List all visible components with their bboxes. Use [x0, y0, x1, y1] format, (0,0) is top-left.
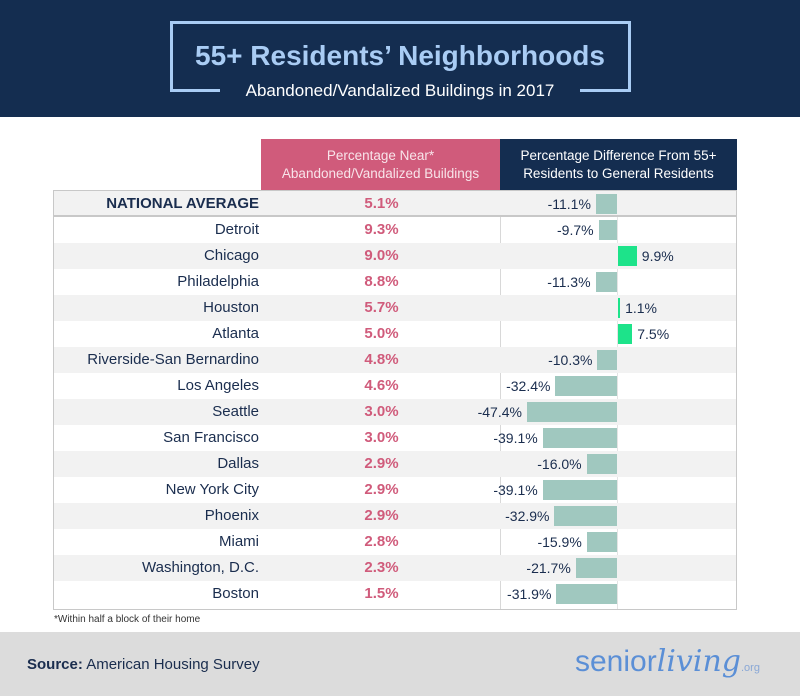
diff-label: -47.4% [477, 404, 522, 420]
diff-label: -10.3% [548, 352, 593, 368]
logo-senior: senior [575, 645, 657, 678]
table-row: Atlanta 5.0% 7.5% [54, 321, 736, 347]
row-percentage: 5.1% [364, 195, 399, 212]
table-row: Phoenix 2.9% -32.9% [54, 503, 736, 529]
row-city: Atlanta [212, 325, 259, 342]
diff-bar [526, 402, 617, 422]
row-city: New York City [165, 481, 259, 498]
row-percentage: 2.9% [364, 481, 399, 498]
header-banner: 55+ Residents’ Neighborhoods Abandoned/V… [0, 0, 800, 117]
table-row: Riverside-San Bernardino 4.8% -10.3% [54, 347, 736, 373]
table-row: Chicago 9.0% 9.9% [54, 243, 736, 269]
diff-bar [598, 220, 617, 240]
source-value: American Housing Survey [86, 656, 260, 673]
diff-bar [554, 506, 617, 526]
row-city: Miami [219, 533, 259, 550]
diff-label: -11.3% [547, 274, 591, 290]
column-header-percentage-difference: Percentage Difference From 55+ Residents… [500, 139, 737, 190]
row-city: Seattle [212, 403, 259, 420]
diff-label: -39.1% [493, 482, 538, 498]
row-city: Detroit [214, 221, 259, 238]
row-percentage: 9.0% [364, 247, 399, 264]
diff-label: 1.1% [625, 300, 657, 316]
row-percentage: 4.6% [364, 377, 399, 394]
diff-label: -11.1% [547, 196, 591, 212]
row-city: Chicago [203, 247, 259, 264]
diff-label: -39.1% [493, 430, 538, 446]
table-row: Boston 1.5% -31.9% [54, 581, 736, 607]
row-percentage: 2.8% [364, 533, 399, 550]
source-label: Source: [27, 656, 83, 673]
diff-label: 9.9% [641, 248, 674, 264]
footnote: *Within half a block of their home [54, 614, 201, 625]
table-row: Houston 5.7% 1.1% [54, 295, 736, 321]
table-row: Philadelphia 8.8% -11.3% [54, 269, 736, 295]
diff-label: -15.9% [537, 534, 582, 550]
diff-bar [595, 272, 617, 292]
diff-bar [618, 324, 633, 344]
diff-label: -16.0% [537, 456, 582, 472]
column-header-diff-line2: Residents to General Residents [523, 165, 714, 181]
row-city: Houston [203, 299, 259, 316]
logo-org: .org [740, 662, 760, 674]
row-percentage: 5.0% [364, 325, 399, 342]
row-percentage: 4.8% [364, 351, 399, 368]
national-average-row: NATIONAL AVERAGE 5.1% -11.1% [54, 191, 736, 217]
diff-bar [542, 480, 617, 500]
diff-bar [618, 298, 621, 318]
diff-bar [586, 454, 617, 474]
data-table: NATIONAL AVERAGE 5.1% -11.1% Detroit 9.3% -9.… [53, 190, 737, 610]
row-city: San Francisco [163, 429, 259, 446]
column-header-pct-line1: Percentage Near* [326, 147, 435, 163]
row-city: NATIONAL AVERAGE [106, 195, 259, 212]
row-city: Phoenix [204, 507, 259, 524]
diff-label: -21.7% [526, 560, 571, 576]
table-row: Miami 2.8% -15.9% [54, 529, 736, 555]
row-city: Dallas [217, 455, 259, 472]
row-city: Washington, D.C. [142, 559, 259, 576]
row-percentage: 5.7% [364, 299, 399, 316]
row-percentage: 2.9% [364, 455, 399, 472]
table-row: Detroit 9.3% -9.7% [54, 217, 736, 243]
diff-bar [595, 194, 617, 214]
row-city: Boston [212, 585, 259, 602]
table-row: Seattle 3.0% -47.4% [54, 399, 736, 425]
row-percentage: 3.0% [364, 429, 399, 446]
row-city: Los Angeles [177, 377, 259, 394]
diff-bar [618, 246, 637, 266]
row-percentage: 3.0% [364, 403, 399, 420]
row-city: Philadelphia [177, 273, 259, 290]
table-row: San Francisco 3.0% -39.1% [54, 425, 736, 451]
diff-bar [575, 558, 617, 578]
column-header-percentage-near: Percentage Near* Abandoned/Vandalized Bu… [261, 139, 500, 190]
diff-label: 7.5% [637, 326, 670, 342]
column-header-diff-line1: Percentage Difference From 55+ [520, 147, 717, 163]
diff-label: -9.7% [557, 222, 594, 238]
logo-living: living [656, 644, 741, 679]
row-percentage: 9.3% [364, 221, 399, 238]
row-percentage: 2.3% [364, 559, 399, 576]
row-city: Riverside-San Bernardino [87, 351, 259, 368]
row-percentage: 1.5% [364, 585, 399, 602]
table-row: Dallas 2.9% -16.0% [54, 451, 736, 477]
diff-label: -32.4% [506, 378, 551, 394]
diff-label: -31.9% [507, 586, 552, 602]
diff-bar [555, 376, 617, 396]
chart-subtitle: Abandoned/Vandalized Buildings in 2017 [220, 78, 580, 104]
source-line: Source: American Housing Survey [27, 656, 260, 673]
diff-label: -32.9% [505, 508, 550, 524]
chart-title: 55+ Residents’ Neighborhoods [195, 40, 605, 71]
table-row: New York City 2.9% -39.1% [54, 477, 736, 503]
diff-bar [586, 532, 617, 552]
column-header-pct-line2: Abandoned/Vandalized Buildings [281, 165, 480, 181]
diff-bar [597, 350, 617, 370]
table-row: Los Angeles 4.6% -32.4% [54, 373, 736, 399]
footer: Source: American Housing Survey seniorli… [0, 632, 800, 696]
diff-bar [542, 428, 617, 448]
seniorliving-logo: seniorliving.org [575, 644, 760, 679]
row-percentage: 2.9% [364, 507, 399, 524]
diff-bar [556, 584, 617, 604]
table-row: Washington, D.C. 2.3% -21.7% [54, 555, 736, 581]
row-percentage: 8.8% [364, 273, 399, 290]
